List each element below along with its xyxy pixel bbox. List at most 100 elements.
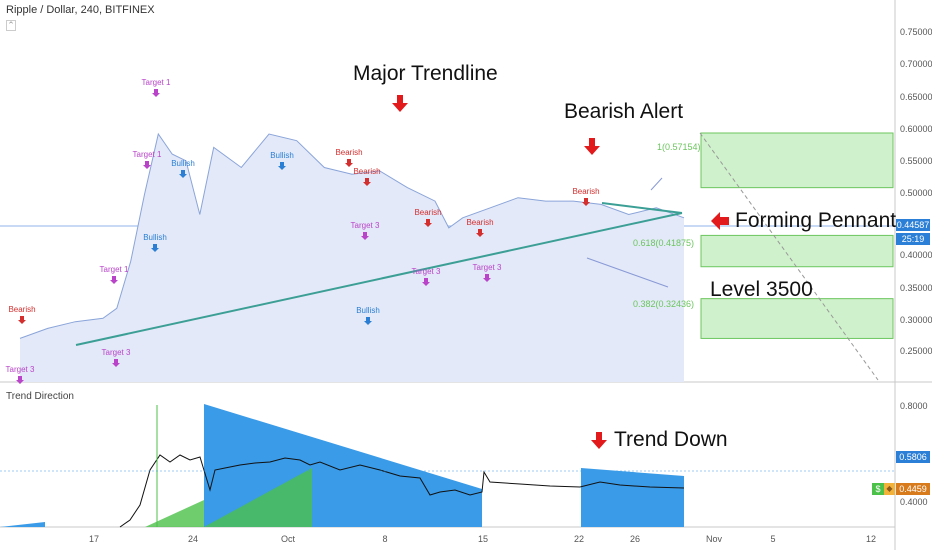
signal-arrow-icon	[582, 198, 590, 206]
collapse-icon[interactable]: ⌃	[6, 20, 16, 31]
major-trendline-arrow-icon	[392, 95, 408, 112]
signal-label-bullish: Bullish	[171, 159, 195, 168]
bull-icon: $	[872, 483, 884, 495]
signal-label-bearish: Bearish	[335, 148, 362, 157]
signal-label-target-3: Target 3	[6, 365, 35, 374]
price-line	[19, 132, 685, 339]
signal-label-target-3: Target 3	[473, 263, 502, 272]
annotation-level-3500: Level 3500	[710, 278, 813, 301]
price-tick: 0.50000	[900, 188, 932, 198]
price-tick: 0.70000	[900, 59, 932, 69]
x-tick: Nov	[705, 534, 723, 544]
signal-arrow-icon	[363, 178, 371, 186]
fib-label-1: 1(0.57154)	[657, 142, 701, 152]
signal-arrow-icon	[110, 276, 118, 284]
signal-arrow-icon	[143, 161, 151, 169]
subchart-title: Trend Direction	[6, 391, 74, 402]
annotation-major-trendline: Major Trendline	[353, 62, 498, 85]
signal-arrow-icon	[361, 232, 369, 240]
x-tick: 22	[573, 534, 585, 544]
signal-label-target-3: Target 3	[351, 221, 380, 230]
sub-tick: 0.8000	[900, 401, 928, 411]
signal-label-target-1: Target 1	[133, 150, 162, 159]
price-tick: 0.65000	[900, 92, 932, 102]
annotation-arrows	[392, 95, 729, 449]
annotation-trend-down: Trend Down	[614, 428, 728, 451]
signal-label-bullish: Bullish	[143, 233, 167, 242]
signal-label-bullish: Bullish	[270, 151, 294, 160]
bear-icon: ◆	[884, 483, 895, 495]
signal-label-bearish: Bearish	[466, 218, 493, 227]
trend-area-green	[204, 468, 312, 527]
trendlines	[75, 177, 683, 346]
x-tick: 24	[187, 534, 199, 544]
signal-label-target-3: Target 3	[412, 267, 441, 276]
signal-label-target-3: Target 3	[102, 348, 131, 357]
signal-label-bullish: Bullish	[356, 306, 380, 315]
trend-direction-series	[0, 404, 895, 528]
trend-area-2	[581, 468, 684, 527]
price-series	[19, 132, 685, 382]
subchart-axis[interactable]: 0.8000 0.4000	[894, 383, 932, 527]
fib-zone-middle	[700, 234, 894, 268]
signal-arrow-icon	[151, 244, 159, 252]
x-tick: 12	[865, 534, 877, 544]
signal-arrow-icon	[345, 159, 353, 167]
annotation-forming-pennant: Forming Pennant	[735, 209, 897, 232]
signal-label-bearish: Bearish	[572, 187, 599, 196]
fib-label-0382: 0.382(0.32436)	[633, 299, 695, 309]
signal-label-target-1: Target 1	[142, 78, 171, 87]
annotation-bearish-alert: Bearish Alert	[564, 100, 684, 123]
signal-arrow-icon	[424, 219, 432, 227]
major-trendline	[75, 212, 683, 346]
trend-down-arrow-icon	[591, 432, 607, 449]
chart-title: Ripple / Dollar, 240, BITFINEX	[6, 4, 155, 16]
signal-arrow-icon	[476, 229, 484, 237]
price-tick: 0.40000	[900, 250, 932, 260]
signal-arrow-icon	[18, 316, 26, 324]
signal-arrow-icon	[179, 170, 187, 178]
signal-arrow-icon	[152, 89, 160, 97]
bearish-alert-arrow-icon	[584, 138, 600, 155]
x-tick: 8	[382, 534, 388, 544]
trend-price-line	[119, 454, 685, 528]
subchart-marker-a: 0.5806	[896, 451, 930, 463]
signal-arrow-icon	[278, 162, 286, 170]
signal-label-target-1: Target 1	[100, 265, 129, 274]
fib-diagonal	[699, 132, 879, 381]
fibonacci-zones	[699, 132, 894, 381]
projection-down-arrow	[586, 257, 669, 288]
price-tick: 0.75000	[900, 27, 932, 37]
current-price-badge: 0.44587	[896, 219, 930, 231]
price-tick: 0.25000	[900, 346, 932, 356]
price-tick: 0.35000	[900, 283, 932, 293]
fib-zone-upper	[700, 132, 894, 189]
signal-label-bearish: Bearish	[8, 305, 35, 314]
signal-arrow-icon	[483, 274, 491, 282]
price-tick: 0.55000	[900, 156, 932, 166]
price-tick: 0.60000	[900, 124, 932, 134]
price-tick: 0.30000	[900, 315, 932, 325]
signal-arrow-icon	[112, 359, 120, 367]
x-tick: 15	[477, 534, 489, 544]
price-area	[20, 134, 684, 382]
signal-arrow-icon	[16, 376, 24, 384]
signal-arrow-icon	[422, 278, 430, 286]
pennant-upper-line	[601, 202, 683, 214]
trend-area-green-2	[145, 500, 204, 527]
signal-label-bearish: Bearish	[414, 208, 441, 217]
signal-label-bearish: Bearish	[353, 167, 380, 176]
trend-area-left	[0, 522, 45, 527]
subchart-marker-b: 0.4459	[896, 483, 930, 495]
countdown-badge: 25:19	[896, 233, 930, 245]
x-tick: 17	[88, 534, 100, 544]
projection-up-arrow	[650, 177, 663, 191]
forming-pennant-arrow-icon	[711, 212, 729, 230]
x-tick: Oct	[280, 534, 296, 544]
x-tick: 26	[629, 534, 641, 544]
fib-zone-lower	[700, 298, 894, 339]
price-axis[interactable]: 0.75000 0.70000 0.65000 0.60000 0.55000 …	[894, 0, 932, 382]
x-tick: 5	[770, 534, 776, 544]
signal-arrow-icon	[364, 317, 372, 325]
